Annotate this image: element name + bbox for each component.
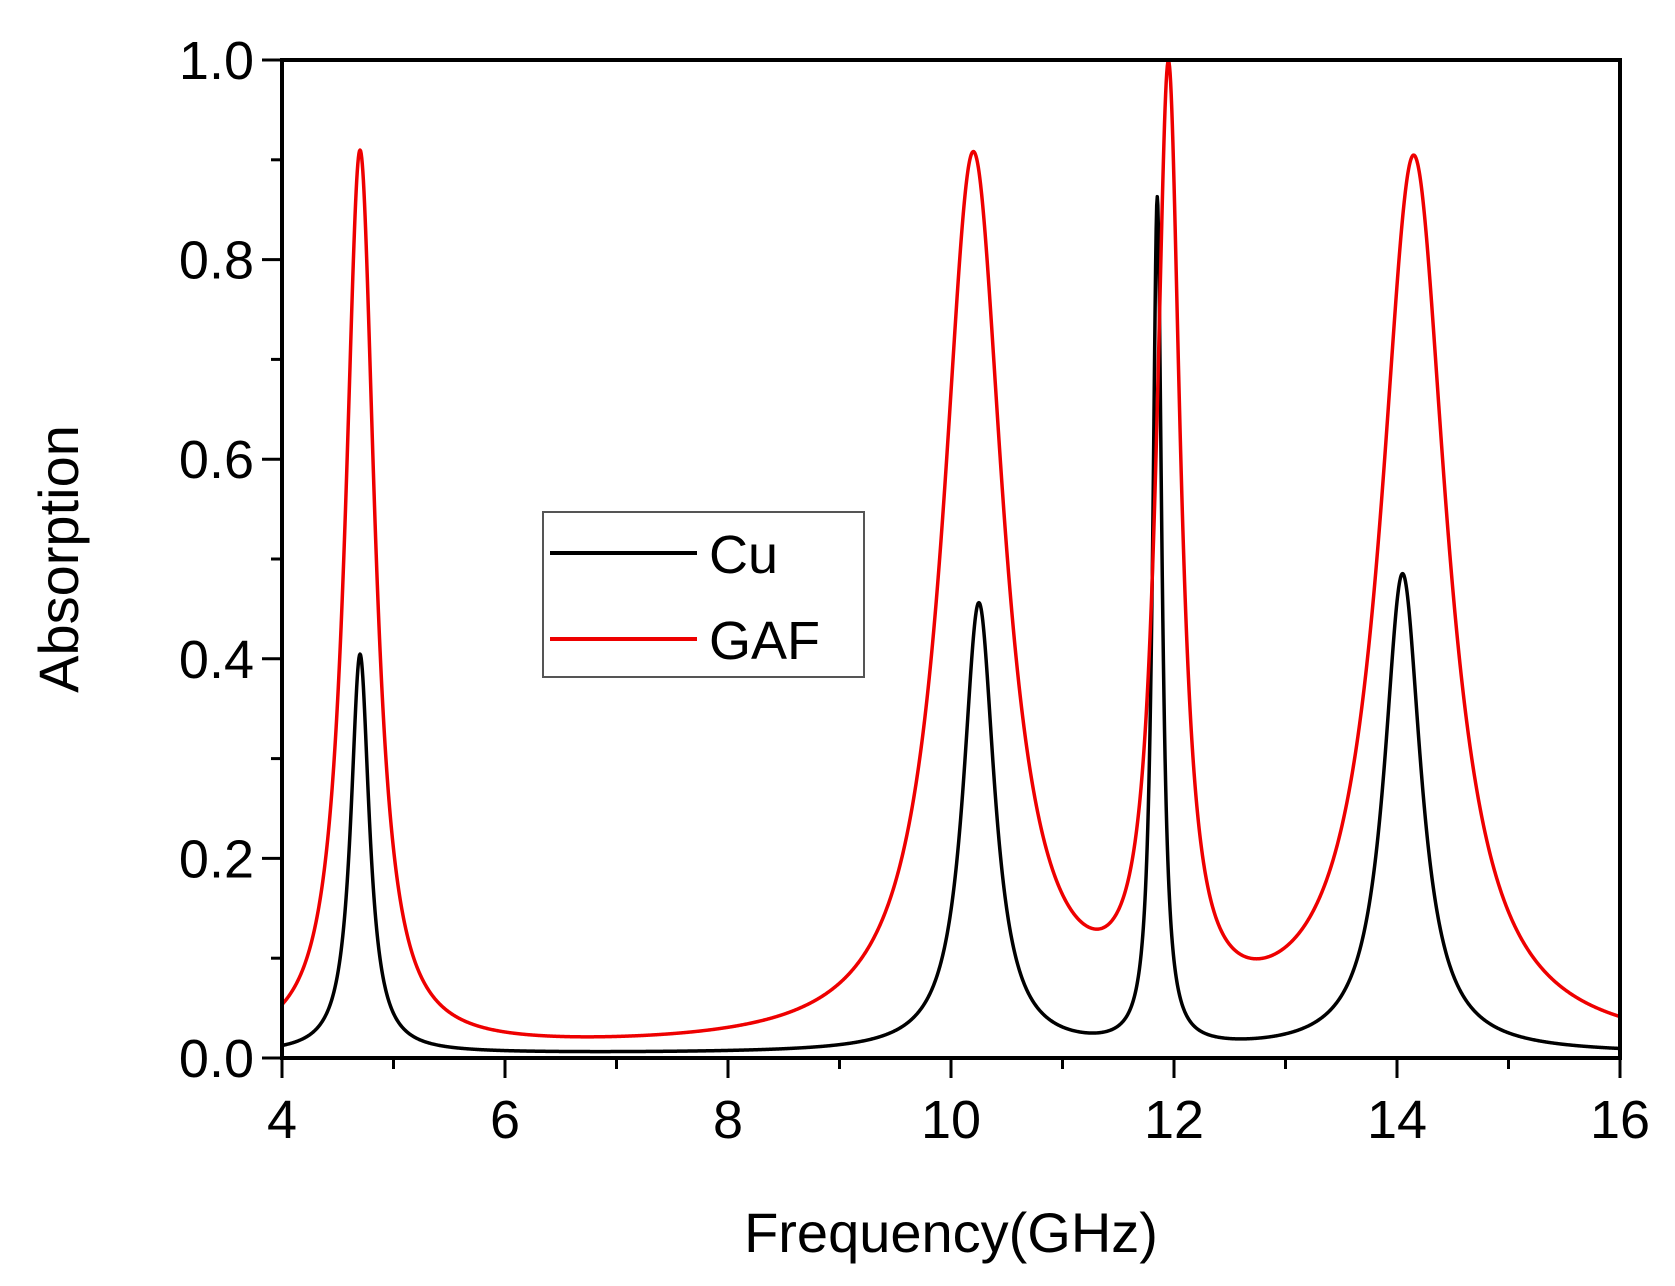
x-tick-label: 4 (267, 1090, 297, 1150)
x-tick-label: 14 (1367, 1090, 1427, 1150)
y-tick-label: 0.6 (179, 430, 254, 490)
x-tick-label: 12 (1144, 1090, 1204, 1150)
y-axis-label: Absorption (27, 425, 90, 693)
legend-label-gaf: GAF (709, 611, 820, 671)
y-tick-label: 1.0 (179, 31, 254, 91)
y-tick-label: 0.2 (179, 829, 254, 889)
x-tick-label: 8 (713, 1090, 743, 1150)
x-axis-label: Frequency(GHz) (744, 1201, 1158, 1264)
x-tick-label: 16 (1590, 1090, 1650, 1150)
x-axis-ticks (280, 1058, 1622, 1078)
y-tick-label: 0.8 (179, 231, 254, 291)
legend-label-cu: Cu (709, 525, 778, 585)
y-axis-tick-labels: 0.0 0.2 0.4 0.6 0.8 1.0 (179, 31, 254, 1089)
y-axis-ticks (262, 58, 282, 1060)
y-tick-label: 0.4 (179, 630, 254, 690)
legend-box (542, 511, 865, 678)
series-line-gaf (280, 59, 1622, 1039)
plot-frame (280, 58, 1622, 1060)
legend: Cu GAF (542, 511, 865, 678)
x-axis-tick-labels: 4 6 8 10 12 14 16 (267, 1090, 1650, 1150)
series-lines (280, 59, 1622, 1054)
series-line-cu (280, 194, 1622, 1054)
y-tick-label: 0.0 (179, 1029, 254, 1089)
x-tick-label: 10 (921, 1090, 981, 1150)
x-tick-label: 6 (490, 1090, 520, 1150)
